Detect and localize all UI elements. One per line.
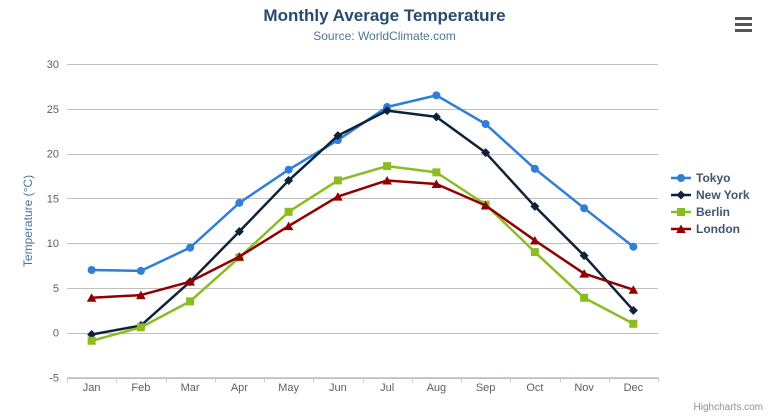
series-point-tokyo[interactable] xyxy=(136,266,145,275)
series-line-new-york[interactable] xyxy=(90,109,635,336)
series-point-berlin[interactable] xyxy=(580,293,589,302)
series-point-tokyo[interactable] xyxy=(432,91,441,100)
series-point-tokyo[interactable] xyxy=(87,266,96,275)
series-point-london[interactable] xyxy=(480,201,491,210)
series-point-tokyo[interactable] xyxy=(629,242,638,251)
legend-symbol-circle-icon xyxy=(671,174,691,182)
series-point-new-york[interactable] xyxy=(234,226,244,236)
legend-symbol-triangle-icon xyxy=(671,224,691,233)
legend-label-tokyo: Tokyo xyxy=(696,171,731,185)
series-point-london[interactable] xyxy=(283,221,294,231)
x-tick-label: Nov xyxy=(574,382,594,394)
legend-label-london: London xyxy=(696,222,740,236)
series-point-london[interactable] xyxy=(628,285,639,294)
highcharts-credit[interactable]: Highcharts.com xyxy=(693,402,763,413)
chart-title: Monthly Average Temperature xyxy=(263,6,506,25)
series-point-berlin[interactable] xyxy=(333,176,342,185)
series-point-berlin[interactable] xyxy=(87,336,96,345)
series-line-tokyo[interactable] xyxy=(90,94,635,273)
series-point-berlin[interactable] xyxy=(284,207,293,216)
legend-symbol-diamond-icon xyxy=(671,190,691,200)
x-tick-label: Sep xyxy=(476,382,496,394)
y-tick-label: 30 xyxy=(47,59,59,71)
legend-item-berlin[interactable]: Berlin xyxy=(671,204,750,220)
legend-marker-icon xyxy=(677,174,685,182)
legend-marker-icon xyxy=(677,208,685,216)
series-point-berlin[interactable] xyxy=(530,248,539,257)
series-point-london[interactable] xyxy=(333,192,343,201)
series-point-new-york[interactable] xyxy=(87,330,97,340)
series-point-london[interactable] xyxy=(234,252,245,261)
series-point-new-york[interactable] xyxy=(530,201,540,211)
y-tick-label: -5 xyxy=(49,373,59,385)
y-axis-title: Temperature (°C) xyxy=(21,174,35,268)
series-point-new-york[interactable] xyxy=(481,148,491,158)
legend-symbol-square-icon xyxy=(671,208,691,216)
series-point-tokyo[interactable] xyxy=(186,243,195,252)
y-tick-label: 20 xyxy=(47,149,59,161)
series-point-berlin[interactable] xyxy=(629,319,638,328)
series-line-berlin[interactable] xyxy=(90,164,635,343)
hamburger-bar xyxy=(734,28,752,32)
series-point-new-york[interactable] xyxy=(431,112,441,122)
series-point-new-york[interactable] xyxy=(579,251,589,261)
x-tick-label: May xyxy=(278,382,299,394)
series-point-berlin[interactable] xyxy=(136,323,145,332)
series-point-tokyo[interactable] xyxy=(284,165,293,174)
hamburger-icon[interactable] xyxy=(731,13,755,35)
y-tick-label: 10 xyxy=(47,238,59,250)
chart-subtitle: Source: WorldClimate.com xyxy=(313,29,456,43)
series-point-london[interactable] xyxy=(86,293,97,302)
series-point-london[interactable] xyxy=(530,235,540,245)
y-tick-label: 5 xyxy=(53,283,59,295)
legend-marker-icon xyxy=(676,224,686,233)
series-line-london[interactable] xyxy=(90,179,635,300)
x-tick-label: Jan xyxy=(83,382,101,394)
series-point-london[interactable] xyxy=(136,290,146,300)
series-point-new-york[interactable] xyxy=(382,106,392,116)
x-tick-label: Jul xyxy=(380,382,394,394)
legend-label-berlin: Berlin xyxy=(696,205,731,219)
series-point-london[interactable] xyxy=(382,175,392,185)
series-point-new-york[interactable] xyxy=(333,131,343,141)
legend-marker-icon xyxy=(676,190,686,200)
legend: Tokyo New York Berlin London xyxy=(671,170,750,237)
series-point-tokyo[interactable] xyxy=(580,204,589,213)
y-tick-label: 0 xyxy=(53,328,59,340)
series-point-berlin[interactable] xyxy=(383,162,392,171)
x-tick-label: Aug xyxy=(427,382,447,394)
y-tick-label: 25 xyxy=(47,104,59,116)
series-point-berlin[interactable] xyxy=(186,297,195,306)
series-point-new-york[interactable] xyxy=(284,175,294,185)
x-tick-label: Mar xyxy=(181,382,200,394)
series-point-tokyo[interactable] xyxy=(235,198,244,207)
hamburger-bar xyxy=(734,22,752,26)
y-tick-label: 15 xyxy=(47,193,59,205)
legend-item-new-york[interactable]: New York xyxy=(671,187,750,203)
series-point-london[interactable] xyxy=(579,269,589,278)
x-tick-label: Apr xyxy=(231,382,248,394)
x-tick-label: Jun xyxy=(329,382,347,394)
series-point-new-york[interactable] xyxy=(628,305,638,315)
x-tick-label: Dec xyxy=(624,382,644,394)
series-point-tokyo[interactable] xyxy=(481,120,490,129)
series-point-berlin[interactable] xyxy=(432,168,441,177)
x-tick-label: Feb xyxy=(131,382,150,394)
hamburger-bar xyxy=(734,16,752,20)
legend-item-tokyo[interactable]: Tokyo xyxy=(671,170,750,186)
series-point-london[interactable] xyxy=(431,179,442,189)
series-point-london[interactable] xyxy=(185,277,195,286)
legend-label-new-york: New York xyxy=(696,188,750,202)
legend-item-london[interactable]: London xyxy=(671,221,750,237)
series-point-tokyo[interactable] xyxy=(530,164,539,173)
x-tick-label: Oct xyxy=(526,382,543,394)
